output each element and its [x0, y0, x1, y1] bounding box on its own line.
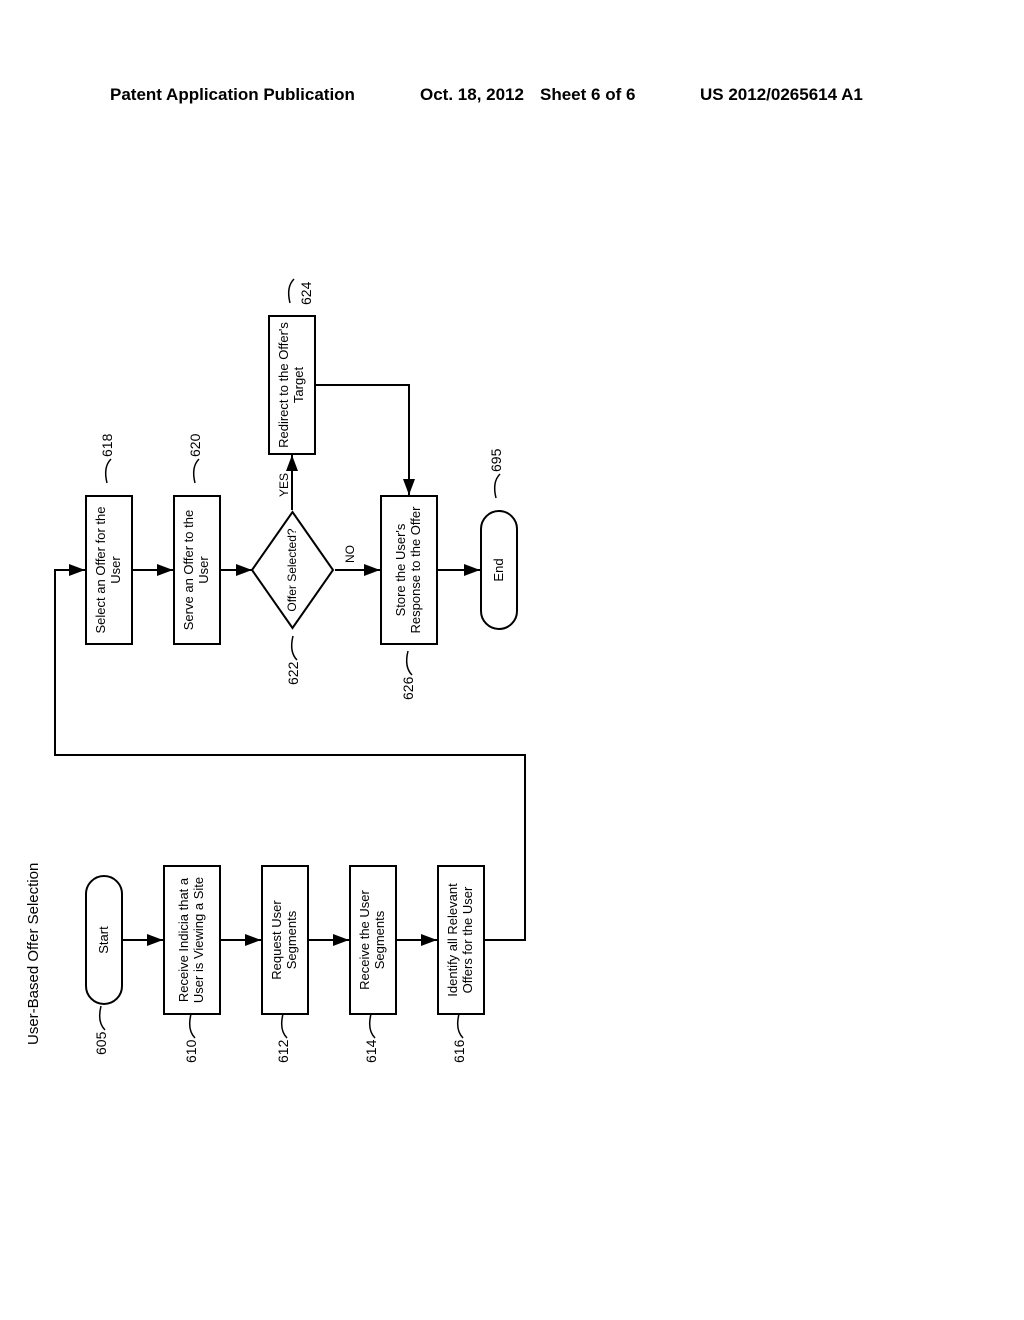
- header-sheet: Sheet 6 of 6: [540, 85, 635, 105]
- flowchart: User-Based Offer Selection FIG. 6 Start …: [85, 285, 935, 1045]
- header-pubno: US 2012/0265614 A1: [700, 85, 863, 105]
- header-date: Oct. 18, 2012: [420, 85, 524, 105]
- flowchart-edges: [85, 285, 935, 1045]
- header-left: Patent Application Publication: [110, 85, 355, 105]
- node-label: Offer Selected?: [286, 528, 299, 611]
- diagram-title: User-Based Offer Selection: [25, 863, 42, 1045]
